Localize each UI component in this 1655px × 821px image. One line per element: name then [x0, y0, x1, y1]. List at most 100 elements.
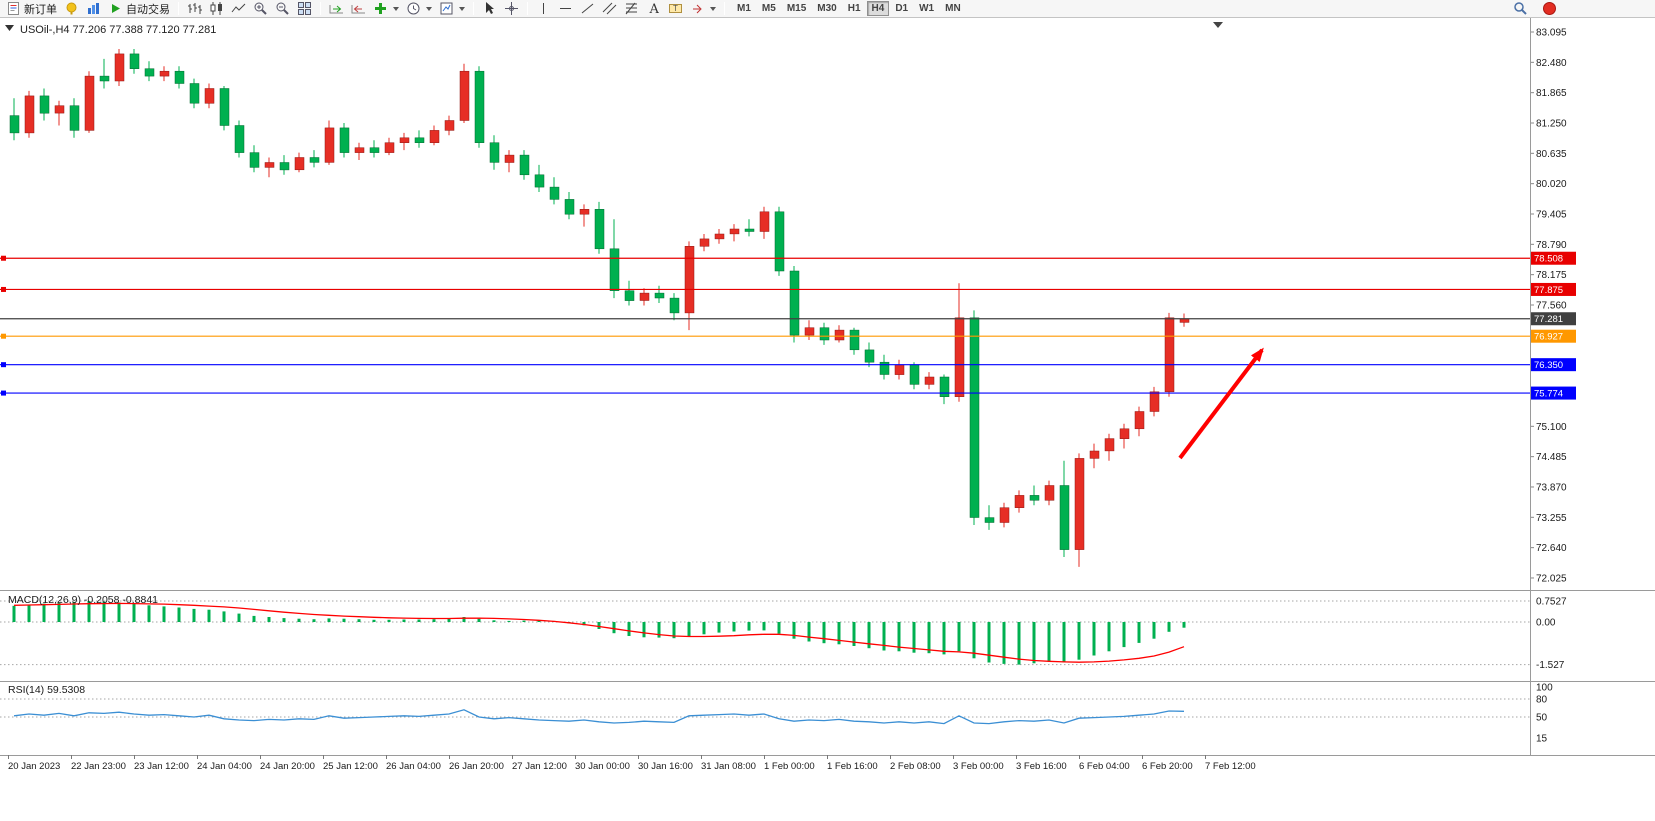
hline-anchor[interactable]	[1, 333, 6, 339]
chart-shift-marker[interactable]	[1213, 22, 1223, 28]
candlestick-chart-button[interactable]	[206, 1, 227, 17]
new-order-icon	[8, 2, 19, 15]
price-axis-label: 82.480	[1536, 58, 1567, 69]
search-icon	[1514, 2, 1527, 15]
price-axis-label: 72.025	[1536, 573, 1567, 584]
rsi-axis-label: 15	[1536, 734, 1548, 745]
fibonacci-tool-button[interactable]	[621, 1, 642, 17]
channel-tool-button[interactable]	[599, 1, 620, 17]
hline-anchor[interactable]	[1, 390, 6, 396]
text-label-tool-button[interactable]: T	[665, 1, 686, 17]
timeframe-m15[interactable]: M15	[782, 1, 811, 16]
timeframe-d1[interactable]: D1	[890, 1, 913, 16]
timeframe-h1[interactable]: H1	[843, 1, 866, 16]
time-axis[interactable]: 20 Jan 2023 22 Jan 23:00 23 Jan 12:00 24 Ja…	[8, 755, 1256, 772]
cursor-tool-button[interactable]	[479, 1, 500, 17]
price-tag-76.350	[1531, 358, 1576, 372]
hline-anchor[interactable]	[1, 255, 6, 261]
trendline-tool-button[interactable]	[577, 1, 598, 17]
price-axis-label: 73.870	[1536, 482, 1567, 493]
time-axis-label: 6 Feb 04:00	[1079, 761, 1130, 772]
market-watch-button[interactable]	[83, 1, 104, 17]
toolbar-separator	[527, 2, 528, 15]
fibonacci-icon	[625, 2, 637, 15]
hline-anchor[interactable]	[1, 286, 6, 292]
red-circle-icon	[1543, 2, 1556, 15]
price-axis[interactable]: 83.095 82.480 81.865 81.250 80.635 80.020 79.4…	[1530, 28, 1567, 585]
time-axis-label: 2 Feb 08:00	[890, 761, 941, 772]
price-axis-label: 78.790	[1536, 240, 1567, 251]
line-chart-button[interactable]	[228, 1, 249, 17]
time-axis-label: 25 Jan 12:00	[323, 761, 378, 772]
template-icon	[440, 2, 453, 15]
indicators-button[interactable]	[370, 1, 402, 17]
time-axis-label: 1 Feb 00:00	[764, 761, 815, 772]
price-axis-label: 74.485	[1536, 452, 1567, 463]
new-order-label: 新订单	[24, 3, 57, 16]
equidistant-channel-icon	[602, 2, 617, 15]
macd-label: MACD(12,26,9) -0.2058 -0.8841	[8, 594, 158, 606]
price-tags: 78.508 77.875 77.281 76.927 76.350 75.774	[1531, 251, 1576, 400]
timeframe-w1[interactable]: W1	[914, 1, 939, 16]
text-tool-button[interactable]: A	[643, 1, 664, 17]
line-chart-icon	[231, 3, 246, 13]
price-axis-label: 81.865	[1536, 88, 1567, 99]
time-axis-label: 6 Feb 20:00	[1142, 761, 1193, 772]
price-axis-label: 81.250	[1536, 118, 1567, 129]
hline-anchor[interactable]	[1, 362, 6, 368]
zoom-in-button[interactable]	[250, 1, 271, 17]
timeframe-h4[interactable]: H4	[866, 1, 890, 16]
price-axis-label: 77.560	[1536, 300, 1567, 311]
macd-axis-label: -1.527	[1536, 660, 1565, 671]
zoom-out-button[interactable]	[272, 1, 293, 17]
crosshair-tool-button[interactable]	[501, 1, 522, 17]
auto-trading-button[interactable]: 自动交易	[105, 1, 173, 17]
trend-arrow[interactable]	[1178, 347, 1264, 460]
price-tag-label: 76.350	[1534, 360, 1563, 371]
tile-windows-button[interactable]	[294, 1, 315, 17]
search-button[interactable]	[1510, 1, 1531, 17]
horizontal-line-tool-button[interactable]	[555, 1, 576, 17]
bar-chart-button[interactable]	[184, 1, 205, 17]
alerts-button[interactable]	[61, 1, 82, 17]
rsi-axis-label: 50	[1536, 713, 1548, 724]
time-axis-label: 27 Jan 12:00	[512, 761, 567, 772]
auto-trading-icon	[112, 4, 120, 13]
time-axis-label: 22 Jan 23:00	[71, 761, 126, 772]
price-tag-77.281	[1531, 312, 1576, 326]
time-axis-label: 26 Jan 04:00	[386, 761, 441, 772]
periods-button[interactable]	[403, 1, 435, 17]
price-tag-76.927	[1531, 329, 1576, 343]
text-label-icon: T	[669, 4, 682, 13]
time-axis-label: 23 Jan 12:00	[134, 761, 189, 772]
main-toolbar: 新订单 自动交易	[0, 0, 1655, 18]
templates-button[interactable]	[436, 1, 468, 17]
timeframe-m1[interactable]: M1	[732, 1, 756, 16]
new-order-button[interactable]: 新订单	[3, 1, 60, 17]
price-axis-label: 73.255	[1536, 513, 1567, 524]
add-indicator-icon	[375, 3, 386, 14]
chevron-down-icon	[710, 6, 716, 11]
timeframe-m5[interactable]: M5	[757, 1, 781, 16]
horizontal-lines	[0, 255, 1530, 396]
timeframe-mn[interactable]: MN	[940, 1, 966, 16]
time-axis-label: 30 Jan 16:00	[638, 761, 693, 772]
timeframe-m30[interactable]: M30	[812, 1, 841, 16]
auto-trading-label: 自动交易	[126, 3, 170, 16]
time-axis-label: 7 Feb 12:00	[1205, 761, 1256, 772]
vertical-line-tool-button[interactable]	[533, 1, 554, 17]
one-click-trading-toggle[interactable]	[5, 25, 14, 31]
chart-shift-button[interactable]	[348, 1, 369, 17]
rsi-label: RSI(14) 59.5308	[8, 684, 85, 696]
price-axis-label: 75.100	[1536, 422, 1567, 433]
price-tag-label: 78.508	[1534, 254, 1563, 265]
market-watch-icon	[88, 3, 99, 14]
chart-area[interactable]: 83.095 82.480 81.865 81.250 80.635 80.020 79.4…	[0, 18, 1655, 821]
price-tag-label: 77.281	[1534, 314, 1563, 325]
arrows-tool-button[interactable]	[687, 1, 719, 17]
time-axis-label: 24 Jan 04:00	[197, 761, 252, 772]
notification-badge[interactable]	[1539, 1, 1560, 17]
auto-scroll-button[interactable]	[326, 1, 347, 17]
